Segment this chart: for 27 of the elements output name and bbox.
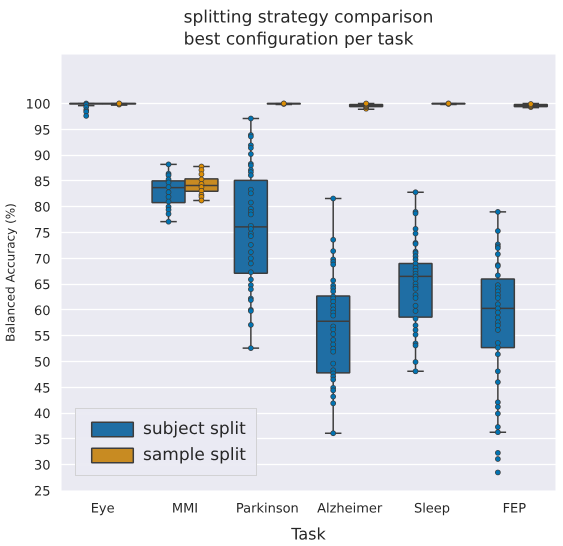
y-tick-label: 35	[34, 432, 51, 448]
x-tick-label: Alzheimer	[317, 502, 383, 516]
y-tick-label: 60	[34, 304, 51, 319]
x-tick-label: FEP	[502, 502, 526, 516]
y-tick-label: 40	[34, 407, 51, 422]
y-tick-label: 100	[26, 98, 51, 113]
y-tick-label: 30	[34, 458, 51, 474]
y-tick-label: 55	[34, 330, 51, 345]
chart-title: splitting strategy comparison best configuration per task	[184, 8, 434, 50]
y-tick-label: 85	[34, 174, 51, 190]
y-tick-label: 90	[34, 149, 51, 164]
legend-label: subject split	[143, 419, 246, 439]
y-tick-label: 70	[34, 252, 51, 268]
legend-label: sample split	[143, 445, 246, 465]
y-tick-label: 25	[34, 484, 51, 500]
x-tick-label: Sleep	[414, 502, 450, 516]
x-tick-label: Parkinson	[236, 502, 299, 516]
x-tick-label: Eye	[90, 502, 115, 516]
y-tick-label: 95	[34, 123, 51, 138]
y-tick-label: 65	[34, 278, 51, 294]
y-tick-label: 80	[34, 200, 51, 216]
x-axis-title: Task	[290, 524, 326, 544]
y-tick-label: 50	[34, 356, 51, 371]
y-tick-label: 75	[34, 226, 51, 242]
x-tick-label: MMI	[172, 502, 198, 516]
y-tick-label: 45	[34, 381, 51, 396]
y-axis-title: Balanced Accuracy (%)	[4, 203, 18, 342]
